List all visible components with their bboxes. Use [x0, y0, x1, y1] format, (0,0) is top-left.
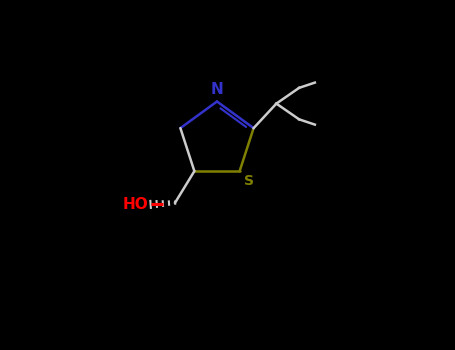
Text: HO: HO [123, 197, 149, 212]
Text: S: S [244, 174, 254, 188]
Text: N: N [211, 82, 223, 97]
